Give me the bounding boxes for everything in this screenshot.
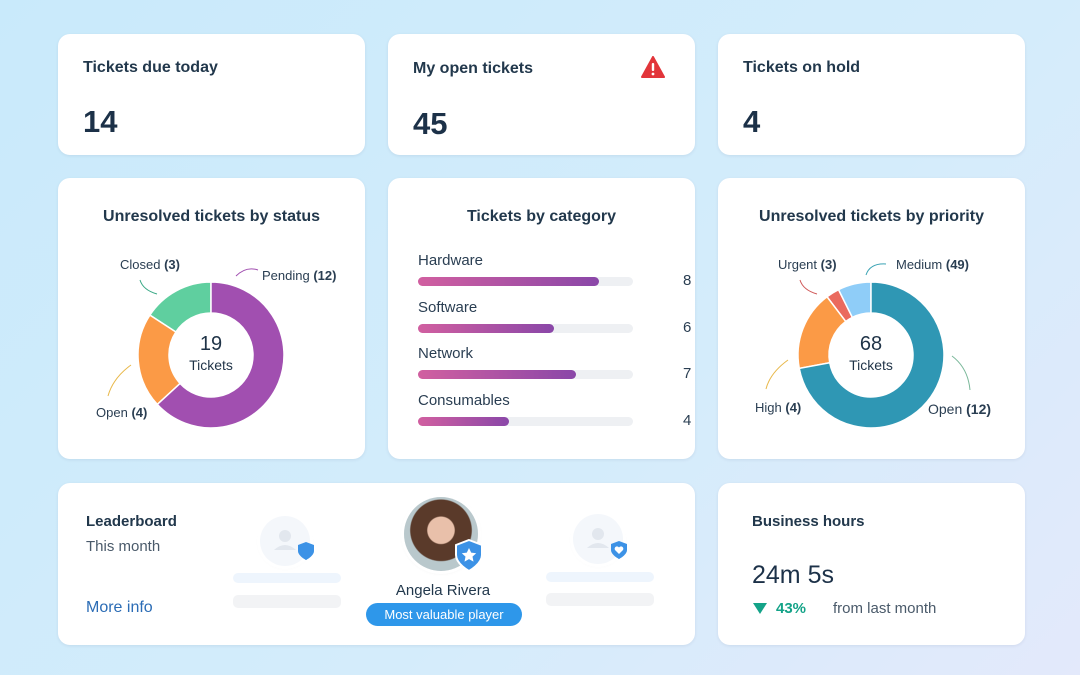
bar-row: Consumables 4 — [418, 391, 691, 429]
priority-donut-chart: Urgent (3) Medium (49) High (4) Open (12… — [755, 257, 991, 429]
bar-label: Consumables — [418, 391, 510, 409]
change-percent: 43% — [776, 600, 807, 617]
more-info-link[interactable]: More info — [86, 599, 153, 616]
status-chart-card: Unresolved tickets by status Closed (3) … — [58, 178, 365, 459]
business-hours-value: 24m 5s — [752, 561, 834, 589]
kpi-value: 4 — [743, 104, 761, 139]
star-shield-badge-icon — [455, 539, 483, 573]
placeholder-line — [546, 572, 654, 582]
bar-row: Software 6 — [418, 298, 691, 336]
donut-slice-pending[interactable] — [156, 281, 285, 429]
priority-chart-card: Unresolved tickets by priority Urgent (3… — [718, 178, 1025, 459]
legend-label-closed: Closed (3) — [120, 257, 180, 272]
legend-label-open: Open (12) — [928, 401, 991, 417]
center-value: 68 — [860, 333, 882, 355]
leaderboard-card: Leaderboard This month More info Angela … — [58, 483, 695, 645]
mvp-badge: Most valuable player — [366, 603, 522, 626]
kpi-card-open-tickets[interactable]: My open tickets 45 — [388, 34, 695, 155]
kpi-title: Tickets on hold — [743, 59, 861, 76]
legend-label-open: Open (4) — [96, 405, 147, 420]
bar-value: 8 — [683, 272, 692, 289]
bar-row: Network 7 — [418, 345, 691, 382]
shield-badge-icon — [298, 542, 314, 560]
bar-label: Network — [418, 345, 474, 362]
business-hours-card: Business hours 24m 5s 43% from last mont… — [718, 483, 1025, 645]
bar-value: 4 — [683, 411, 692, 429]
legend-label-pending: Pending (12) — [262, 268, 336, 283]
bar-value: 7 — [683, 365, 692, 382]
bar-fill — [418, 323, 554, 333]
change-label: from last month — [833, 600, 937, 617]
placeholder-line — [233, 573, 341, 583]
bar-label: Hardware — [418, 252, 484, 269]
donut-slice-open[interactable] — [137, 314, 182, 406]
center-label: Tickets — [189, 357, 233, 373]
category-chart-card: Tickets by category Hardware 8 Software 6… — [388, 178, 695, 459]
user-icon — [274, 530, 296, 550]
user-icon — [587, 528, 609, 548]
bar-track — [418, 277, 633, 286]
business-hours-title: Business hours — [752, 513, 865, 530]
kpi-value: 45 — [413, 106, 448, 141]
bar-track — [418, 370, 633, 379]
leaderboard-title: Leaderboard — [86, 513, 177, 530]
kpi-title: Tickets due today — [83, 59, 218, 76]
bar-row: Hardware 8 — [418, 252, 691, 289]
bar-fill — [418, 370, 577, 379]
bar-fill — [418, 416, 509, 426]
bar-label: Software — [418, 298, 478, 316]
avatar-placeholder — [260, 516, 310, 566]
chart-title: Unresolved tickets by priority — [759, 208, 984, 225]
legend-label-urgent: Urgent (3) — [778, 257, 837, 272]
bar-fill — [418, 277, 600, 286]
center-value: 19 — [200, 333, 222, 355]
kpi-card-on-hold[interactable]: Tickets on hold 4 — [718, 34, 1025, 155]
bar-value: 6 — [683, 318, 692, 336]
center-label: Tickets — [849, 357, 893, 373]
donut-slice-high[interactable] — [797, 295, 847, 370]
legend-label-high: High (4) — [755, 400, 801, 415]
legend-label-medium: Medium (49) — [896, 257, 969, 272]
heart-shield-badge-icon — [611, 541, 627, 559]
warning-icon — [641, 56, 665, 78]
trend-down-icon — [753, 603, 767, 614]
bar-track — [418, 416, 633, 426]
kpi-title: My open tickets — [413, 60, 534, 77]
chart-title: Tickets by category — [466, 208, 617, 225]
bar-track — [418, 323, 633, 333]
donut-slice-medium[interactable] — [798, 281, 945, 429]
chart-title: Unresolved tickets by status — [103, 208, 320, 225]
kpi-card-due-today[interactable]: Tickets due today 14 — [58, 34, 365, 155]
kpi-value: 14 — [83, 104, 118, 139]
status-donut-chart: Closed (3) Pending (12) Open (4) 19 Tick… — [96, 257, 336, 429]
leader-name: Angela Rivera — [395, 582, 491, 599]
placeholder-line — [546, 593, 654, 606]
placeholder-line — [233, 595, 341, 608]
leaderboard-period: This month — [86, 538, 161, 555]
